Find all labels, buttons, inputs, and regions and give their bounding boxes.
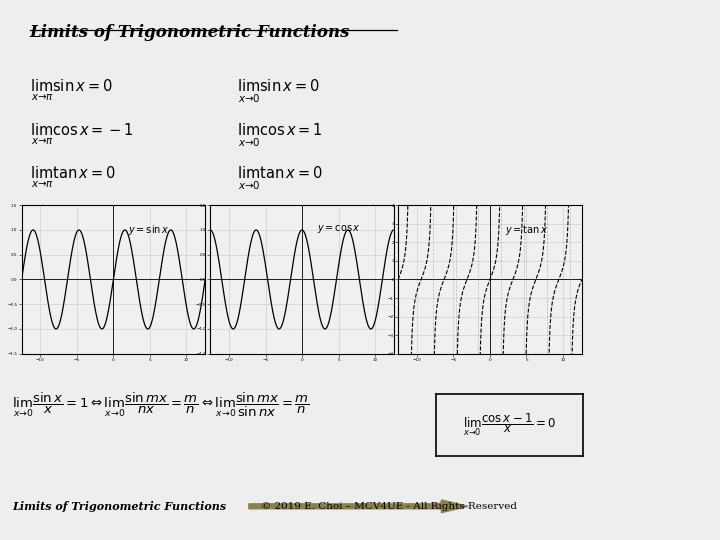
FancyArrow shape xyxy=(249,500,468,512)
Text: $\lim_{x \to 0} \sin x = 0$: $\lim_{x \to 0} \sin x = 0$ xyxy=(237,78,320,105)
Text: $y = \tan x$: $y = \tan x$ xyxy=(505,223,548,237)
Text: © 2019 E. Choi – MCV4UE - All Rights Reserved: © 2019 E. Choi – MCV4UE - All Rights Res… xyxy=(261,502,517,511)
Text: $\lim_{x \to 0} \dfrac{\cos x - 1}{x} = 0$: $\lim_{x \to 0} \dfrac{\cos x - 1}{x} = … xyxy=(463,410,556,437)
Text: $\lim_{x \to \pi} \cos x = -1$: $\lim_{x \to \pi} \cos x = -1$ xyxy=(30,122,133,146)
Text: Limits of Trigonometric Functions: Limits of Trigonometric Functions xyxy=(30,24,350,41)
Text: Limits of Trigonometric Functions: Limits of Trigonometric Functions xyxy=(12,501,226,512)
Text: $\lim_{x \to 0} \tan x = 0$: $\lim_{x \to 0} \tan x = 0$ xyxy=(237,165,323,192)
Text: $\lim_{x \to 0} \dfrac{\sin x}{x} = 1 \Leftrightarrow \lim_{x \to 0} \dfrac{\sin: $\lim_{x \to 0} \dfrac{\sin x}{x} = 1 \L… xyxy=(12,390,310,418)
Text: $\lim_{x \to \pi} \tan x = 0$: $\lim_{x \to \pi} \tan x = 0$ xyxy=(30,165,115,190)
Text: $\lim_{x \to 0} \cos x = 1$: $\lim_{x \to 0} \cos x = 1$ xyxy=(237,122,323,148)
Text: $y = \sin x$: $y = \sin x$ xyxy=(128,223,169,237)
Text: $y = \cos x$: $y = \cos x$ xyxy=(317,223,361,235)
Text: $\lim_{x \to \pi} \sin x = 0$: $\lim_{x \to \pi} \sin x = 0$ xyxy=(30,78,112,103)
